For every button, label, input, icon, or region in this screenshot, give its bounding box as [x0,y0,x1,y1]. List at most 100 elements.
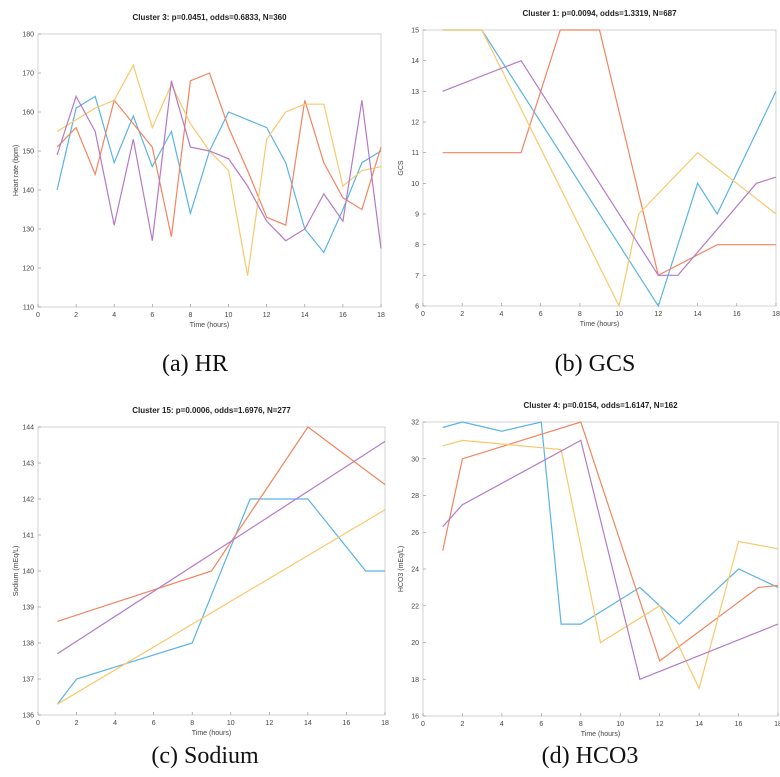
y-tick-label: 14 [411,58,419,65]
x-tick-label: 10 [615,311,623,318]
x-tick-label: 14 [695,721,703,728]
y-axis-label: HCO3 (mEq/L) [398,546,405,592]
x-tick-label: 12 [265,720,273,727]
y-tick-label: 160 [22,110,34,117]
series-line-3 [56,509,386,705]
y-tick-label: 136 [22,713,34,720]
y-tick-label: 6 [415,304,419,311]
x-tick-label: 16 [339,312,347,319]
y-tick-label: 110 [23,305,34,312]
y-axis-label: Sodium (mEq/L) [13,546,20,597]
y-tick-label: 15 [411,28,419,35]
chart-title: Cluster 3: p=0.0451, odds=0.6833, N=360 [132,13,287,22]
x-tick-label: 0 [421,311,425,318]
chart-panel-4: Cluster 4: p=0.0154, odds=1.6147, N=162 0… [398,401,780,769]
x-tick-label: 18 [377,312,385,319]
x-tick-label: 18 [381,720,389,727]
y-tick-label: 30 [411,456,419,463]
x-tick-label: 16 [735,721,743,728]
x-tick-label: 4 [113,720,117,727]
y-tick-label: 22 [411,603,419,610]
x-tick-label: 4 [112,312,116,319]
x-tick-label: 14 [304,720,312,727]
y-tick-label: 10 [411,181,419,188]
y-tick-label: 13 [411,89,419,96]
x-tick-label: 0 [421,721,425,728]
panel-caption: (c) Sodium [151,743,259,769]
series-line-4 [56,80,382,249]
series-line-1 [56,498,385,705]
y-tick-label: 24 [411,567,419,574]
series-line-3 [442,439,779,691]
panel-caption: (a) HR [162,351,228,377]
chart-title: Cluster 1: p=0.0094, odds=1.3319, N=687 [522,9,677,18]
y-tick-label: 9 [415,212,419,219]
chart-title: Cluster 15: p=0.0006, odds=1.6976, N=277 [132,406,291,415]
x-tick-label: 8 [579,721,583,728]
series-line-2 [442,29,776,277]
y-tick-label: 26 [411,530,419,537]
plot-frame [37,33,382,308]
x-tick-label: 0 [36,720,40,727]
y-tick-label: 130 [22,227,34,234]
x-tick-label: 6 [539,311,543,318]
x-tick-label: 2 [74,312,78,319]
series-line-1 [56,95,382,254]
y-axis-label: GCS [398,160,405,176]
y-tick-label: 16 [411,714,419,721]
plot-frame [422,29,777,307]
y-tick-label: 28 [411,493,419,500]
y-tick-label: 139 [22,605,34,612]
x-tick-label: 10 [225,312,233,319]
x-tick-label: 2 [460,311,464,318]
chart-title: Cluster 4: p=0.0154, odds=1.6147, N=162 [523,401,678,410]
series-line-4 [442,59,777,276]
x-tick-label: 8 [188,312,192,319]
series-line-1 [442,421,779,625]
y-tick-label: 138 [22,641,34,648]
y-tick-label: 12 [411,120,419,127]
y-tick-label: 7 [415,273,419,280]
y-tick-label: 180 [22,32,34,39]
x-tick-label: 16 [733,311,741,318]
x-tick-label: 6 [152,720,156,727]
x-tick-label: 18 [774,721,780,728]
x-tick-label: 10 [227,720,235,727]
x-axis-label: Time (hours) [581,731,620,738]
y-axis-label: Heart rate (bpm) [13,145,20,196]
x-tick-label: 6 [150,312,154,319]
series-line-2 [442,421,779,662]
series-line-4 [56,440,386,655]
x-tick-label: 16 [343,720,351,727]
x-tick-label: 2 [75,720,79,727]
x-tick-label: 10 [616,721,624,728]
chart-panel-3: Cluster 15: p=0.0006, odds=1.6976, N=277… [13,406,389,769]
y-tick-label: 11 [412,150,419,157]
y-tick-label: 18 [411,677,419,684]
y-tick-label: 144 [22,425,34,432]
y-tick-label: 20 [411,640,419,647]
x-axis-label: Time (hours) [580,321,619,328]
series-line-2 [57,426,386,622]
y-tick-label: 140 [22,569,34,576]
y-tick-label: 170 [22,71,34,78]
series-line-2 [56,72,382,237]
x-tick-label: 14 [694,311,702,318]
y-tick-label: 150 [22,149,34,156]
x-tick-label: 6 [539,721,543,728]
y-tick-label: 140 [22,188,34,195]
plot-frame [422,421,779,717]
x-tick-label: 4 [500,721,504,728]
x-tick-label: 0 [36,312,40,319]
y-tick-label: 143 [22,461,34,468]
series-line-3 [56,63,382,276]
y-tick-label: 8 [415,242,419,249]
x-axis-label: Time (hours) [190,322,229,329]
y-tick-label: 137 [22,677,34,684]
x-tick-label: 12 [263,312,271,319]
y-tick-label: 120 [22,266,34,273]
chart-panel-2: Cluster 1: p=0.0094, odds=1.3319, N=687 0… [398,9,780,377]
x-axis-label: Time (hours) [192,730,231,737]
x-tick-label: 2 [460,721,464,728]
